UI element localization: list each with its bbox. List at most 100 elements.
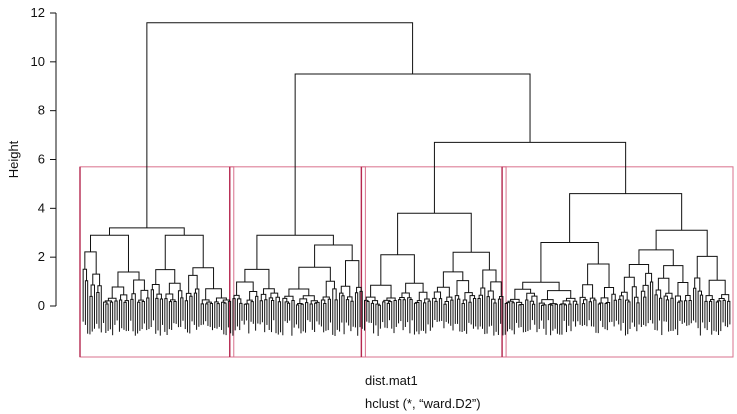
merge-branch	[636, 302, 640, 306]
merge-branch	[164, 298, 168, 306]
merge-branch	[340, 285, 351, 297]
merge-branch	[657, 277, 670, 294]
merge-branch	[120, 294, 128, 301]
merge-branch	[239, 302, 243, 306]
cluster-rect	[79, 166, 235, 358]
merge-branch	[298, 266, 331, 289]
merge-branch	[450, 299, 454, 306]
y-axis-label: Height	[6, 140, 21, 178]
merge-branch	[345, 260, 360, 288]
merge-branch	[138, 299, 144, 303]
merge-branch	[401, 292, 410, 298]
merge-branch	[697, 290, 702, 306]
merge-branch	[168, 282, 181, 294]
merge-branch	[587, 263, 610, 288]
merge-branch	[398, 299, 402, 306]
merge-branch	[541, 299, 554, 304]
merge-branch	[92, 273, 101, 286]
merge-branch	[696, 255, 718, 281]
merge-branch	[364, 299, 369, 306]
merge-branch	[386, 302, 390, 306]
merge-branch	[469, 295, 476, 303]
merge-branch	[563, 304, 567, 306]
merge-branch	[114, 300, 118, 306]
merge-branch	[436, 286, 450, 298]
merge-branch	[205, 288, 222, 300]
merge-branch	[727, 300, 731, 306]
merge-branch	[366, 300, 370, 306]
merge-branch	[477, 298, 481, 306]
merge-branch	[685, 295, 691, 301]
merge-branch	[433, 291, 442, 299]
merge-branch	[522, 281, 560, 291]
y-tick-label: 6	[38, 152, 45, 167]
merge-branch	[140, 289, 149, 301]
merge-branch	[84, 251, 97, 275]
merge-branch	[146, 297, 150, 306]
merge-branch	[270, 292, 279, 298]
merge-branch	[325, 280, 335, 298]
merge-branch	[694, 277, 701, 292]
merge-branch	[699, 294, 704, 306]
merge-branch	[371, 300, 379, 305]
merge-branch	[665, 299, 670, 306]
merge-branch	[678, 300, 683, 306]
merge-branch	[393, 299, 397, 306]
merge-branch	[206, 301, 212, 304]
merge-branch	[268, 297, 274, 306]
merge-branch	[90, 284, 95, 306]
merge-branch	[405, 282, 424, 293]
merge-branch	[472, 298, 477, 306]
merge-branch	[628, 263, 650, 278]
merge-branch	[546, 290, 572, 300]
merge-branch	[133, 279, 145, 294]
merge-branch	[155, 297, 159, 306]
merge-branch	[659, 297, 663, 306]
merge-branch	[263, 288, 275, 295]
merge-branch	[375, 303, 380, 306]
merge-branch	[649, 281, 654, 306]
merge-branch	[454, 295, 460, 306]
merge-branch	[593, 299, 597, 306]
merge-branch	[456, 280, 470, 296]
merge-branch	[117, 271, 140, 287]
merge-branch	[256, 234, 334, 270]
merge-branch	[579, 296, 586, 306]
merge-branch	[600, 297, 609, 304]
merge-branch	[468, 301, 472, 306]
merge-branch	[603, 287, 615, 298]
merge-branch	[531, 295, 538, 306]
merge-branch	[582, 284, 594, 299]
merge-branch	[565, 297, 576, 302]
merge-branch	[654, 294, 658, 306]
merge-branch	[233, 294, 240, 299]
merge-branch	[433, 141, 627, 214]
merge-branch	[589, 297, 596, 302]
merge-branch	[370, 302, 375, 306]
merge-branch	[356, 286, 362, 293]
merge-branch	[334, 299, 338, 306]
merge-branch	[427, 300, 431, 306]
merge-branch	[418, 291, 428, 301]
merge-branch	[655, 289, 662, 299]
merge-branch	[634, 296, 639, 306]
merge-branch	[314, 302, 318, 306]
merge-branch	[443, 303, 447, 306]
merge-branch	[487, 290, 494, 300]
merge-branch	[478, 294, 484, 306]
merge-branch	[642, 284, 649, 306]
merge-branch	[291, 299, 295, 306]
merge-branch	[214, 301, 219, 306]
merge-branch	[188, 274, 198, 294]
merge-branch	[327, 298, 331, 306]
merge-branch	[209, 302, 213, 306]
merge-branch	[442, 271, 464, 288]
merge-branch	[82, 268, 88, 306]
merge-branch	[514, 288, 532, 300]
merge-branch	[677, 281, 689, 297]
merge-branch	[674, 295, 682, 306]
merge-branch	[341, 295, 345, 306]
merge-branch	[480, 287, 486, 306]
merge-branch	[550, 304, 554, 306]
merge-branch	[215, 297, 227, 302]
